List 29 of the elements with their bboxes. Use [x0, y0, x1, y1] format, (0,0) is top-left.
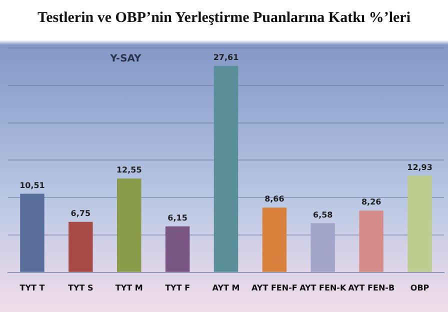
- bar: [117, 178, 142, 272]
- text: Y-SAY: [109, 54, 142, 65]
- data-label: 10,51: [20, 180, 46, 190]
- x-tick-label: OBP: [410, 283, 430, 292]
- x-tick-label: TYT M: [115, 283, 143, 292]
- bar: [165, 226, 190, 272]
- bar: [262, 208, 287, 272]
- bar: [68, 222, 93, 272]
- bar: [408, 176, 432, 272]
- data-label: 12,55: [116, 166, 142, 175]
- x-tick-label: TYT S: [68, 283, 94, 292]
- chart-title: Testlerin ve OBP’nin Yerleştirme Puanlarına Katkı %’leri: [36, 10, 412, 27]
- data-label: 6,58: [313, 210, 334, 220]
- data-label: 12,93: [407, 162, 432, 172]
- x-tick-label: TYT F: [165, 283, 190, 292]
- x-tick-label: AYT FEN-K: [300, 283, 347, 292]
- bar: [20, 194, 44, 272]
- x-tick-label: TYT T: [20, 283, 46, 292]
- bar: [359, 210, 384, 272]
- bar: [214, 66, 238, 272]
- data-label: 6,15: [168, 213, 188, 222]
- x-tick-label: AYT FEN-F: [252, 283, 298, 292]
- data-label: 27,61: [213, 52, 240, 62]
- data-label: 8,26: [361, 198, 382, 207]
- bar: [310, 223, 335, 272]
- data-label: 6,75: [70, 208, 91, 218]
- x-tick-label: AYT M: [212, 283, 240, 292]
- x-tick-label: AYT FEN-B: [348, 283, 395, 292]
- data-label: 8,66: [264, 194, 285, 204]
